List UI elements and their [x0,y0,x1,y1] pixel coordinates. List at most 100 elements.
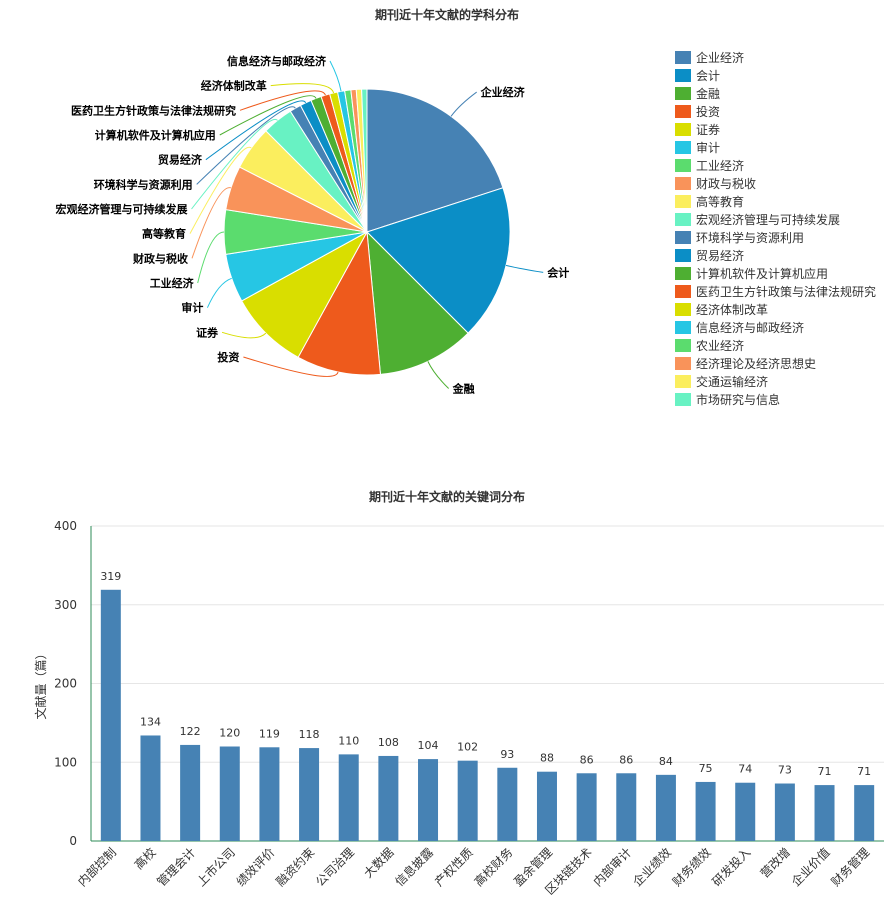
legend-swatch[interactable] [675,141,691,154]
bar[interactable] [378,755,399,841]
pie-slice[interactable] [366,88,504,233]
legend-swatch[interactable] [675,303,691,316]
bar[interactable] [219,746,240,842]
legend-swatch[interactable] [675,375,691,388]
bar[interactable] [100,589,121,841]
legend-swatch[interactable] [675,123,691,136]
y-tick-label: 100 [54,755,77,769]
x-tick-label: 绩效评价 [233,845,278,890]
bar[interactable] [418,759,439,841]
bar[interactable] [536,771,557,841]
legend-swatch[interactable] [675,87,691,100]
bar[interactable] [735,782,756,841]
legend-swatch[interactable] [675,285,691,298]
x-tick-label: 财务管理 [828,845,873,890]
bar[interactable] [180,744,201,841]
legend-label[interactable]: 经济理论及经济思想史 [696,356,816,371]
legend-label[interactable]: 证券 [696,122,720,137]
bar[interactable] [457,760,478,841]
bar[interactable] [497,767,518,841]
bar[interactable] [259,747,280,841]
bar-data-label: 71 [818,765,832,778]
legend-swatch[interactable] [675,105,691,118]
pie-label-line [239,90,326,111]
pie-label-line [191,187,232,259]
legend-label[interactable]: 农业经济 [696,338,744,353]
x-tick-label: 公司治理 [313,845,357,889]
pie-slice[interactable] [361,88,368,233]
x-tick-label: 高校 [131,845,159,873]
x-tick-label: 上市公司 [193,845,238,890]
legend-swatch[interactable] [675,267,691,280]
y-tick-label: 400 [54,519,77,533]
pie-slice-label: 投资 [217,350,239,364]
legend-swatch[interactable] [675,357,691,370]
bar-data-label: 71 [857,765,871,778]
bar-data-label: 88 [540,752,554,765]
legend-swatch[interactable] [675,321,691,334]
pie-label-line [505,264,544,273]
bar-data-label: 102 [457,741,478,754]
pie-label-line [243,356,339,377]
legend-label[interactable]: 信息经济与邮政经济 [696,320,804,335]
legend-label[interactable]: 投资 [696,104,720,119]
legend-label[interactable]: 医药卫生方针政策与法律法规研究 [696,284,876,299]
y-axis-label: 文献量（篇） [33,647,48,719]
y-tick-label: 300 [54,598,77,612]
pie-slice-label: 工业经济 [150,276,195,290]
legend-swatch[interactable] [675,51,691,64]
pie-slice[interactable] [241,230,369,358]
legend-swatch[interactable] [675,159,691,172]
legend-swatch[interactable] [675,69,691,82]
bar-data-label: 75 [699,762,713,775]
bar-data-label: 84 [659,755,673,768]
bar-data-label: 134 [140,715,161,728]
pie-label-line [205,100,307,161]
bar[interactable] [299,748,320,841]
bar[interactable] [655,774,676,841]
legend-label[interactable]: 财政与税收 [696,177,756,191]
legend-label[interactable]: 企业经济 [696,50,744,65]
legend-swatch[interactable] [675,231,691,244]
bar[interactable] [695,781,716,841]
legend-label[interactable]: 经济体制改革 [696,302,768,317]
bar[interactable] [338,754,359,841]
legend-label[interactable]: 贸易经济 [696,248,744,263]
bar[interactable] [774,783,795,841]
legend-label[interactable]: 会计 [696,69,720,83]
bar[interactable] [140,735,161,841]
pie-slice-label: 环境科学与资源利用 [94,177,193,191]
bar[interactable] [814,785,835,841]
bar-data-label: 104 [418,739,439,752]
x-tick-label: 内部审计 [590,845,635,890]
pie-slice[interactable] [297,230,382,376]
legend-label[interactable]: 环境科学与资源利用 [696,230,804,245]
legend-label[interactable]: 市场研究与信息 [696,392,780,407]
pie-slice-label: 经济体制改革 [201,79,267,93]
legend-swatch[interactable] [675,213,691,226]
legend-swatch[interactable] [675,393,691,406]
bar[interactable] [854,785,875,841]
x-tick-label: 财务绩效 [669,845,714,890]
pie-slice[interactable] [366,230,469,375]
bar[interactable] [576,773,597,841]
legend-label[interactable]: 工业经济 [696,158,744,173]
legend-label[interactable]: 审计 [696,140,720,155]
pie-label-line [189,146,252,234]
pie-slice[interactable] [366,187,511,334]
legend-label[interactable]: 计算机软件及计算机应用 [696,266,828,281]
legend-swatch[interactable] [675,339,691,352]
bar[interactable] [616,773,637,841]
legend-label[interactable]: 高等教育 [696,194,744,209]
legend-swatch[interactable] [675,195,691,208]
pie-label-line [219,95,317,136]
legend-label[interactable]: 宏观经济管理与可持续发展 [696,212,840,227]
legend-swatch[interactable] [675,249,691,262]
legend-label[interactable]: 金融 [696,86,720,101]
pie-slice-label: 企业经济 [480,85,526,99]
legend-label[interactable]: 交通运输经济 [696,374,768,389]
pie-slice-label: 计算机软件及计算机应用 [95,128,216,142]
legend-swatch[interactable] [675,177,691,190]
pie-slice-label: 信息经济与邮政经济 [227,54,327,68]
bar-data-label: 319 [100,570,121,583]
